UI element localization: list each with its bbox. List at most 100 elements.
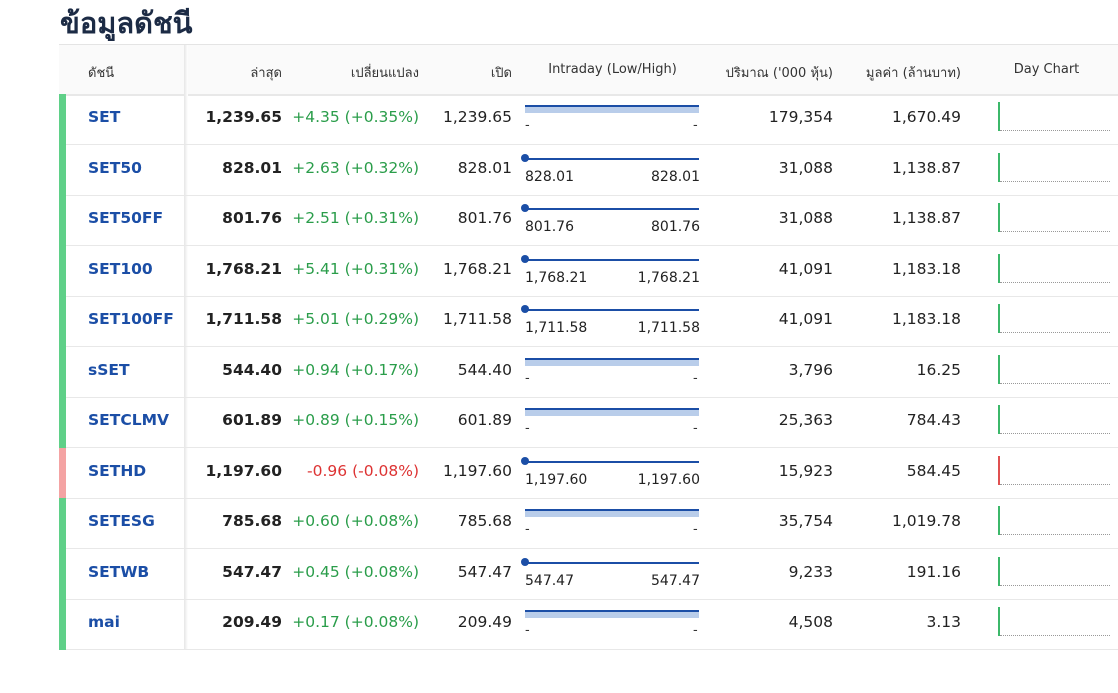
change: +0.94 (+0.17%) (292, 360, 419, 379)
intraday-low: - (525, 522, 530, 537)
intraday-high: 1,197.60 (637, 471, 700, 488)
open-price: 785.68 (457, 512, 512, 530)
row-indicator (59, 548, 66, 600)
day-chart-axis (998, 455, 1000, 485)
day-chart-axis (998, 203, 1000, 232)
intraday-line (525, 157, 699, 160)
row (59, 94, 1118, 145)
intraday-dot (521, 254, 529, 263)
open-price: 209.49 (457, 613, 512, 631)
last-price: 828.01 (222, 158, 282, 177)
row (59, 347, 1118, 398)
change: +0.17 (+0.08%) (292, 613, 419, 631)
last-price: 1,197.60 (205, 461, 283, 480)
column-header: ล่าสุด (250, 66, 282, 81)
column-divider (184, 45, 188, 650)
row-indicator (59, 245, 66, 297)
index-table: ดัชนี ล่าสุด เปลี่ยนแปลง เปิด Intraday (Low/… (59, 44, 1118, 650)
index-name: SETHD (88, 461, 147, 480)
value: 1,019.78 (891, 512, 961, 530)
day-chart-axis (998, 506, 1000, 535)
volume: 31,088 (778, 209, 833, 227)
value: 16.25 (916, 360, 961, 379)
value: 1,138.87 (891, 209, 961, 227)
open-price: 1,197.60 (442, 461, 512, 480)
volume: 9,233 (788, 562, 833, 581)
open-price: 601.89 (457, 411, 512, 429)
intraday-high: 1,711.58 (637, 320, 700, 336)
index-name: SETWB (88, 562, 150, 581)
value: 1,138.87 (891, 158, 961, 177)
day-chart-baseline (1000, 433, 1110, 434)
column-header: ปริมาณ ('000 หุ้น) (725, 66, 833, 81)
open-price: 828.01 (457, 158, 512, 177)
open-price: 1,768.21 (442, 259, 512, 278)
volume: 25,363 (778, 411, 833, 429)
change: +5.41 (+0.31%) (292, 259, 419, 278)
day-chart-baseline (1000, 231, 1110, 232)
day-chart-axis (998, 102, 1000, 131)
page-title: ข้อมูลดัชนี (60, 6, 193, 40)
column-header: ดัชนี (88, 66, 115, 81)
row (59, 448, 1118, 499)
intraday-line (525, 258, 699, 261)
change: +2.51 (+0.31%) (292, 209, 419, 227)
intraday-dot (521, 153, 529, 162)
index-name: sSET (88, 360, 130, 379)
intraday-bar (525, 610, 699, 618)
day-chart-axis (998, 405, 1000, 434)
change: +5.01 (+0.29%) (292, 310, 419, 328)
last-price: 547.47 (222, 562, 282, 581)
row (59, 549, 1118, 600)
intraday-high: 1,768.21 (637, 269, 700, 286)
index-name: SET100FF (88, 310, 174, 328)
day-chart-axis (998, 253, 1000, 283)
intraday-low: 1,711.58 (525, 320, 588, 336)
row (59, 246, 1118, 297)
last-price: 544.40 (222, 360, 282, 379)
index-name: SET (88, 108, 121, 126)
value: 191.16 (906, 562, 961, 581)
value: 3.13 (926, 613, 961, 631)
open-price: 801.76 (457, 209, 512, 227)
intraday-low: - (525, 421, 530, 436)
change: -0.96 (-0.08%) (307, 461, 419, 480)
intraday-low: - (525, 623, 530, 638)
intraday-line (525, 309, 699, 311)
intraday-high: - (693, 370, 698, 386)
intraday-high: 828.01 (651, 168, 700, 185)
intraday-bar (525, 105, 699, 113)
open-price: 1,711.58 (442, 310, 512, 328)
intraday-low: 547.47 (525, 572, 574, 589)
volume: 4,508 (788, 613, 833, 631)
change: +2.63 (+0.32%) (292, 158, 419, 177)
value: 1,183.18 (891, 259, 961, 278)
day-chart-baseline (1000, 635, 1110, 636)
open-price: 547.47 (457, 562, 512, 581)
column-header: Day Chart (1013, 62, 1080, 77)
intraday-low: 801.76 (525, 219, 574, 235)
intraday-high: - (693, 522, 698, 537)
index-name: mai (88, 613, 120, 631)
intraday-line (525, 208, 699, 210)
day-chart-baseline (1000, 332, 1110, 333)
value: 784.43 (906, 411, 961, 429)
change: +0.89 (+0.15%) (292, 411, 419, 429)
last-price: 801.76 (222, 209, 282, 227)
day-chart-baseline (1000, 281, 1110, 283)
volume: 31,088 (778, 158, 833, 177)
row-indicator (59, 498, 66, 549)
day-chart-baseline (1000, 483, 1110, 485)
intraday-low: - (525, 118, 530, 133)
column-header: Intraday (Low/High) (548, 62, 677, 77)
intraday-high: - (693, 623, 698, 638)
index-name: SETESG (88, 512, 155, 530)
intraday-high: - (693, 421, 698, 436)
column-header: เปิด (490, 66, 512, 81)
volume: 35,754 (778, 512, 833, 530)
intraday-low: 828.01 (525, 168, 574, 185)
volume: 41,091 (778, 310, 833, 328)
row-indicator (59, 397, 66, 448)
row-indicator (59, 144, 66, 196)
